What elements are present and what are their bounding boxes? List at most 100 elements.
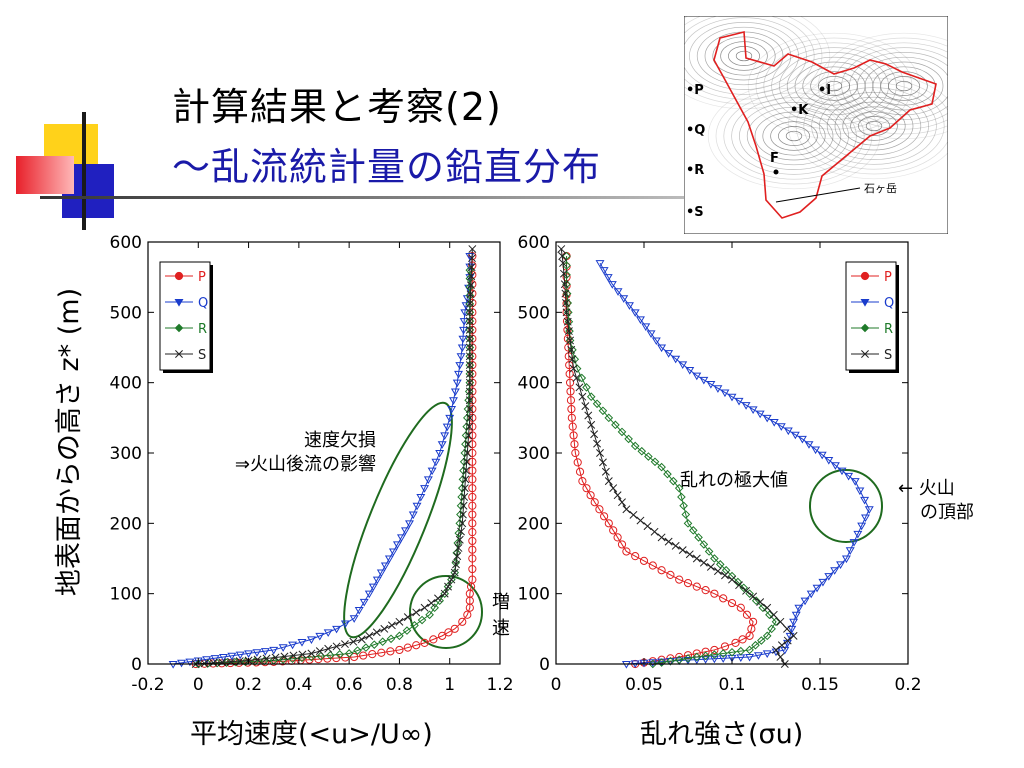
series-markers-q (595, 260, 874, 669)
data-point (458, 335, 468, 344)
data-point (787, 625, 797, 634)
data-point (734, 397, 744, 406)
map-contour-line (763, 42, 905, 130)
series-markers-s (191, 245, 477, 668)
legend-box (159, 261, 211, 371)
map-point-k: •K (790, 103, 809, 118)
data-point (613, 491, 622, 500)
data-point (323, 629, 333, 637)
data-point (586, 491, 595, 500)
data-point (405, 520, 414, 528)
data-point (447, 575, 456, 584)
data-point (604, 413, 614, 423)
data-point (772, 645, 780, 654)
map-contour-line (895, 80, 913, 92)
data-point (353, 646, 362, 655)
data-point (611, 420, 620, 430)
data-point (681, 510, 691, 519)
data-point (457, 527, 465, 536)
map-contour-line (842, 106, 906, 146)
data-point (392, 541, 402, 550)
data-point (567, 345, 576, 354)
data-point (468, 545, 477, 554)
data-point (335, 650, 345, 659)
data-point (218, 653, 228, 662)
data-point (683, 519, 693, 528)
legend-entry-q: Q (198, 296, 208, 311)
legend-entry-s: S (884, 348, 892, 363)
x-tick-label: 0.4 (285, 675, 312, 695)
data-point (412, 502, 422, 511)
data-point (836, 561, 846, 569)
data-point (753, 652, 763, 660)
y-tick-label: 0 (539, 655, 550, 675)
data-point (710, 589, 719, 598)
x-tick-label: 0.1 (718, 675, 745, 695)
data-point (849, 539, 859, 547)
map-contour-line (739, 102, 849, 170)
data-point (562, 299, 570, 307)
map-contour-line (785, 130, 803, 142)
data-point (450, 624, 459, 633)
data-point (557, 245, 566, 253)
data-point (438, 631, 447, 640)
annotation-speedup-2: 速 (492, 618, 510, 639)
x-tick-label: 0.2 (235, 675, 262, 695)
series-markers-p (191, 251, 477, 669)
x-tick-label: 0.8 (386, 675, 413, 695)
data-point (417, 615, 427, 625)
data-point (757, 636, 766, 645)
data-point (380, 562, 390, 571)
data-point (762, 631, 772, 641)
data-point (715, 560, 725, 569)
data-point (420, 485, 430, 493)
data-point (468, 501, 477, 510)
data-point (666, 570, 675, 580)
legend-marker (861, 350, 869, 358)
data-point (762, 414, 772, 423)
data-point (692, 554, 701, 563)
data-point (468, 369, 477, 378)
annotation-volcano-summit-1: ← 火山 (898, 478, 955, 499)
data-point (675, 575, 684, 584)
data-point (701, 651, 710, 661)
map-site-label: 石ヶ岳 (864, 182, 897, 195)
data-point (679, 501, 688, 511)
data-point (372, 576, 382, 585)
data-point (790, 431, 800, 440)
data-point (289, 651, 298, 660)
data-point (609, 484, 618, 493)
data-point (377, 648, 386, 657)
y-tick-label: 100 (518, 585, 550, 605)
data-point (454, 543, 463, 552)
data-point (324, 644, 333, 653)
data-point (783, 427, 793, 436)
data-point (193, 659, 203, 669)
data-point (465, 265, 475, 275)
series-markers-p (562, 251, 758, 669)
data-point (639, 556, 649, 565)
data-point (202, 656, 212, 664)
data-point (857, 522, 867, 531)
data-point (765, 610, 774, 620)
data-point (678, 546, 687, 555)
map-contour-line (858, 116, 890, 136)
data-point (685, 366, 695, 375)
data-point (395, 617, 404, 626)
data-point (582, 383, 591, 392)
data-point (209, 658, 218, 667)
data-point (444, 582, 452, 591)
data-point (590, 430, 599, 439)
legend-marker (174, 323, 184, 333)
data-point (704, 547, 714, 556)
data-point (785, 632, 795, 641)
data-point (592, 399, 602, 409)
data-point (845, 547, 855, 555)
x-tick-label: 0.2 (894, 675, 921, 695)
data-point (566, 336, 575, 345)
data-point (728, 575, 736, 584)
legend-marker (174, 271, 184, 281)
data-point (780, 646, 790, 655)
data-point (607, 281, 617, 289)
data-point (403, 613, 412, 622)
